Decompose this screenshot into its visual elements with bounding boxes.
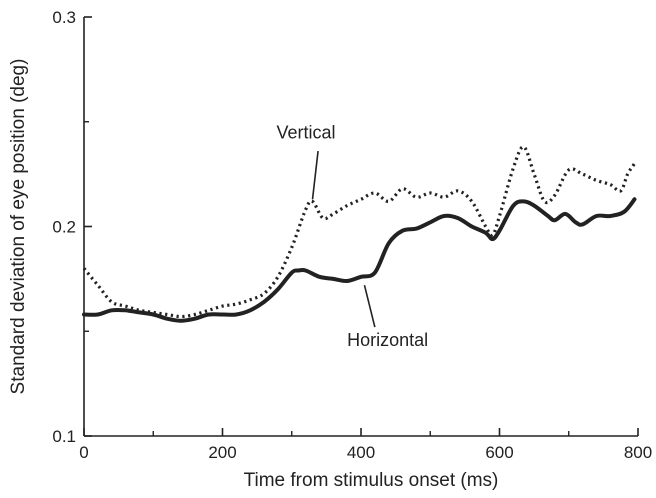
x-tick-label: 800 (624, 443, 652, 462)
y-tick-label: 0.1 (52, 427, 76, 446)
y-tick-label: 0.3 (52, 8, 76, 27)
horizontal-annotation-leader (363, 284, 376, 328)
x-tick-label: 600 (485, 443, 513, 462)
x-ticks: 0 200 400 600 800 (79, 428, 652, 462)
horizontal-annotation: Horizontal (347, 330, 428, 350)
annotations: Vertical Horizontal (277, 123, 429, 350)
series-line-horizontal (82, 197, 637, 323)
x-axis-title: Time from stimulus onset (ms) (244, 470, 499, 491)
y-tick-label: 0.2 (52, 218, 76, 237)
x-tick-label: 0 (79, 443, 88, 462)
x-tick-label: 400 (347, 443, 375, 462)
axes (83, 17, 638, 437)
vertical-annotation-leader (311, 150, 319, 200)
vertical-annotation: Vertical (277, 123, 336, 143)
series-layer (82, 145, 637, 323)
y-ticks: 0.1 0.2 0.3 (52, 8, 92, 446)
series-line-vertical (82, 145, 636, 319)
y-axis-title: Standard deviation of eye position (deg) (8, 59, 29, 395)
x-tick-label: 200 (208, 443, 236, 462)
